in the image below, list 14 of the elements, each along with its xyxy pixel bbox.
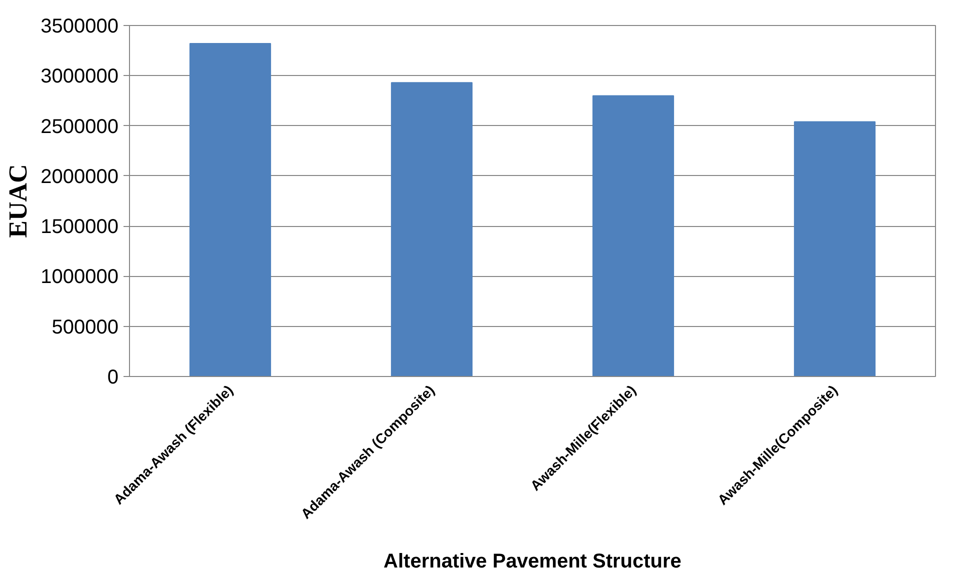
- y-tick-label: 2000000: [40, 166, 119, 188]
- y-tick-label: 3000000: [40, 66, 119, 88]
- y-tick-label: 0: [107, 366, 118, 388]
- bar: [189, 43, 272, 376]
- x-axis-title: Alternative Pavement Structure: [384, 550, 682, 572]
- y-tick-label: 3500000: [40, 16, 119, 38]
- bar: [794, 121, 876, 376]
- y-tick-label: 2500000: [40, 116, 119, 138]
- y-tick-label: 500000: [52, 316, 119, 338]
- y-tick-label: 1000000: [40, 266, 119, 288]
- bar: [390, 82, 473, 376]
- bar: [592, 95, 674, 376]
- y-tick-label: 1500000: [40, 216, 119, 238]
- y-axis-title: EUAC: [4, 164, 33, 238]
